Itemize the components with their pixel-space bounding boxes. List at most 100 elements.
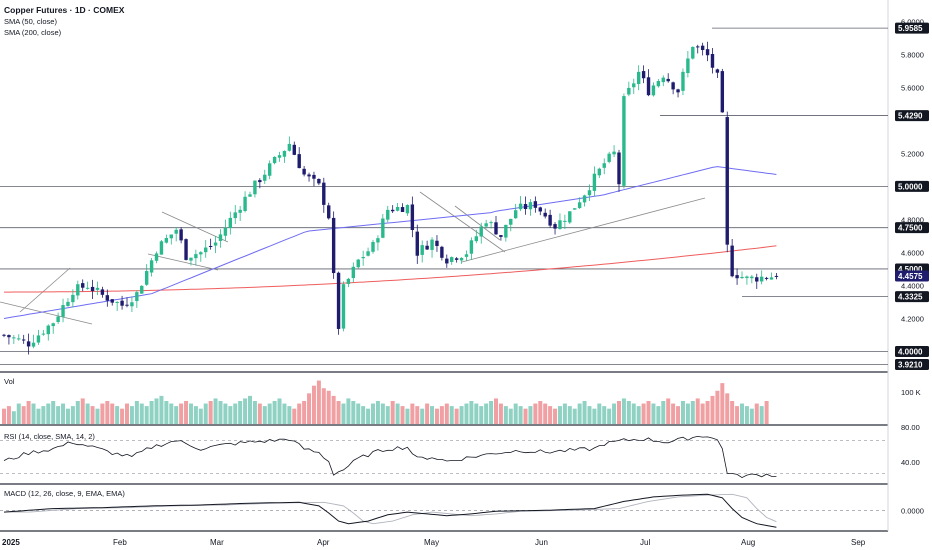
candle-body <box>95 287 100 290</box>
trend-line <box>161 211 229 243</box>
candle-body <box>558 220 562 229</box>
candle-body <box>302 168 306 175</box>
volume-bar <box>129 406 134 424</box>
candle-body <box>297 154 301 169</box>
candle-body <box>115 301 119 303</box>
candle-body <box>415 231 419 256</box>
level-badge <box>895 110 929 122</box>
sma50-legend: SMA (50, close) <box>4 17 57 26</box>
candle-body <box>720 71 725 113</box>
volume-bar <box>139 403 144 424</box>
candle-body <box>85 287 90 289</box>
candle-body <box>681 71 685 91</box>
y-tick-label: 5.8000 <box>901 50 924 59</box>
volume-bar <box>631 403 636 424</box>
volume-bar <box>617 401 621 424</box>
volume-bar <box>528 406 533 424</box>
candle-body <box>582 195 587 203</box>
volume-bar <box>169 403 174 424</box>
candle-body <box>71 294 75 303</box>
candle-body <box>327 205 331 219</box>
candle-body <box>179 229 183 241</box>
candle-body <box>489 222 493 224</box>
macd-signal-line <box>4 493 777 525</box>
volume-bar <box>444 403 449 424</box>
candle-body <box>258 180 262 183</box>
volume-bar <box>375 401 380 424</box>
candle-body <box>253 180 257 195</box>
macd-tick-label: 0.0000 <box>901 506 924 515</box>
volume-bar <box>538 401 543 424</box>
level-badge <box>895 22 929 34</box>
volume-bar <box>592 408 597 424</box>
candle-body <box>454 258 459 260</box>
volume-bar <box>567 406 572 424</box>
volume-bar <box>115 406 120 424</box>
level-badge <box>895 291 929 303</box>
volume-bar <box>759 406 764 424</box>
volume-bar <box>277 398 282 424</box>
candle-body <box>587 190 592 196</box>
rsi-line <box>3 435 777 479</box>
volume-bar <box>218 401 223 424</box>
candle-body <box>504 224 508 238</box>
volume-bar <box>184 401 189 424</box>
volume-bar <box>395 403 400 424</box>
candle-body <box>149 260 154 273</box>
volume-bar <box>149 401 154 424</box>
y-tick-label: 6.0000 <box>901 17 924 26</box>
volume-bar <box>700 403 705 424</box>
candle-body <box>267 163 272 176</box>
candle-body <box>164 237 169 243</box>
volume-bar <box>282 403 287 424</box>
macd-line <box>3 493 777 528</box>
candle-body <box>573 208 577 210</box>
candle-body <box>759 276 764 282</box>
volume-bar <box>164 401 169 424</box>
volume-bar <box>326 390 331 424</box>
candle-body <box>750 276 754 279</box>
volume-bar <box>105 401 110 424</box>
candle-body <box>36 335 41 343</box>
candle-body <box>154 253 159 261</box>
volume-bar <box>238 401 243 424</box>
volume-bar <box>543 403 548 424</box>
volume-bars <box>2 380 769 424</box>
volume-bar <box>671 403 676 424</box>
candle-body <box>435 240 439 246</box>
volume-bar <box>61 403 66 424</box>
volume-bar <box>65 408 70 424</box>
volume-bar <box>272 401 277 424</box>
volume-bar <box>213 398 218 424</box>
candle-body <box>769 277 774 280</box>
candle-body <box>671 82 675 90</box>
volume-bar <box>302 401 307 424</box>
candle-body <box>700 45 705 51</box>
candle-body <box>366 251 370 256</box>
volume-bar <box>179 403 184 424</box>
volume-bar <box>243 398 248 424</box>
candle-body <box>395 207 400 211</box>
candles <box>2 41 779 355</box>
volume-bar <box>410 403 415 424</box>
volume-bar <box>228 406 233 424</box>
candle-body <box>533 201 538 208</box>
candle-body <box>543 212 547 217</box>
candle-body <box>553 224 557 229</box>
candle-body <box>12 337 16 339</box>
candle-body <box>494 222 498 235</box>
rsi-tick-label: 80.00 <box>901 423 920 432</box>
candle-body <box>405 205 410 214</box>
volume-bar <box>695 398 700 424</box>
volume-bar <box>469 401 474 424</box>
volume-bar <box>577 403 582 424</box>
level-badge <box>895 222 929 234</box>
volume-bar <box>380 403 385 424</box>
volume-bar <box>602 406 607 424</box>
candle-body <box>218 234 223 241</box>
candle-body <box>509 218 513 225</box>
volume-bar <box>154 398 159 424</box>
volume-bar <box>297 403 302 424</box>
candle-body <box>696 46 700 48</box>
